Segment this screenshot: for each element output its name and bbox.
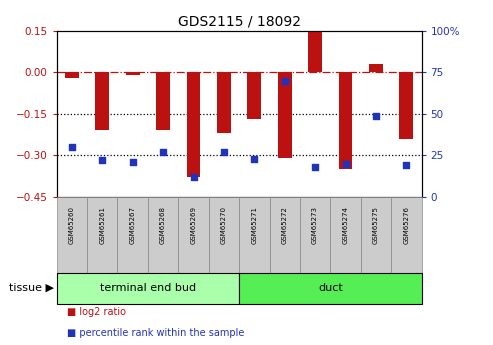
Bar [117,197,148,273]
Text: GSM65276: GSM65276 [403,206,409,244]
Text: GSM65271: GSM65271 [251,206,257,244]
Bar [247,72,261,119]
Bar [278,72,291,158]
Bar [300,197,330,273]
Point [98,157,106,163]
Text: GSM65267: GSM65267 [130,206,136,244]
Text: GSM65260: GSM65260 [69,206,75,244]
Point [220,149,228,155]
Text: GSM65274: GSM65274 [343,206,349,244]
Point [159,149,167,155]
Bar [209,197,239,273]
Point [402,162,410,168]
Bar [217,72,231,133]
Bar [308,31,322,72]
Bar [187,72,200,177]
Point [281,78,288,83]
Bar [391,197,422,273]
Bar [87,197,117,273]
Text: tissue ▶: tissue ▶ [9,283,54,293]
Point [372,113,380,118]
Bar [361,197,391,273]
Bar [65,72,79,78]
Bar [399,72,413,139]
Text: GSM65261: GSM65261 [99,206,106,244]
Bar [148,197,178,273]
Text: GSM65275: GSM65275 [373,206,379,244]
Text: GSM65272: GSM65272 [282,206,288,244]
Bar [178,197,209,273]
Text: ■ percentile rank within the sample: ■ percentile rank within the sample [67,328,244,338]
Point [129,159,137,165]
Bar [96,72,109,130]
Bar [239,197,270,273]
Title: GDS2115 / 18092: GDS2115 / 18092 [177,14,301,29]
Text: terminal end bud: terminal end bud [100,283,196,293]
Point [342,161,350,166]
Text: GSM65268: GSM65268 [160,206,166,244]
Bar [339,72,352,169]
Text: duct: duct [318,283,343,293]
Point [68,144,76,150]
Text: GSM65269: GSM65269 [190,206,197,244]
Bar [57,273,239,304]
Bar [270,197,300,273]
Bar [126,72,140,75]
Bar [330,197,361,273]
Text: GSM65270: GSM65270 [221,206,227,244]
Point [189,174,197,179]
Point [311,164,319,170]
Point [250,156,258,161]
Text: GSM65273: GSM65273 [312,206,318,244]
Text: ■ log2 ratio: ■ log2 ratio [67,307,126,317]
Bar [369,64,383,72]
Bar [57,197,87,273]
Bar [239,273,422,304]
Bar [156,72,170,130]
